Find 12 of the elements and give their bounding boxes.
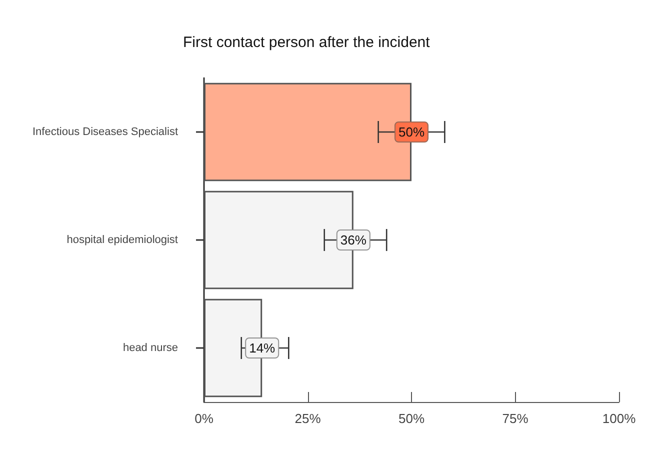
x-tick-label: 25% (294, 411, 322, 426)
x-tick-label: 50% (398, 411, 425, 426)
x-tick-label: 0% (194, 411, 214, 426)
data-label: 36% (340, 232, 367, 248)
chart-title: First contact person after the incident (183, 34, 431, 51)
y-tick-label: hospital epidemiologist (66, 234, 178, 246)
y-tick-label: head nurse (122, 342, 178, 354)
data-label: 50% (398, 124, 425, 140)
y-tick-label: Infectious Diseases Specialist (32, 126, 178, 138)
data-label: 14% (249, 340, 276, 356)
x-tick-label: 75% (502, 411, 529, 426)
x-tick-label: 100% (602, 411, 636, 426)
